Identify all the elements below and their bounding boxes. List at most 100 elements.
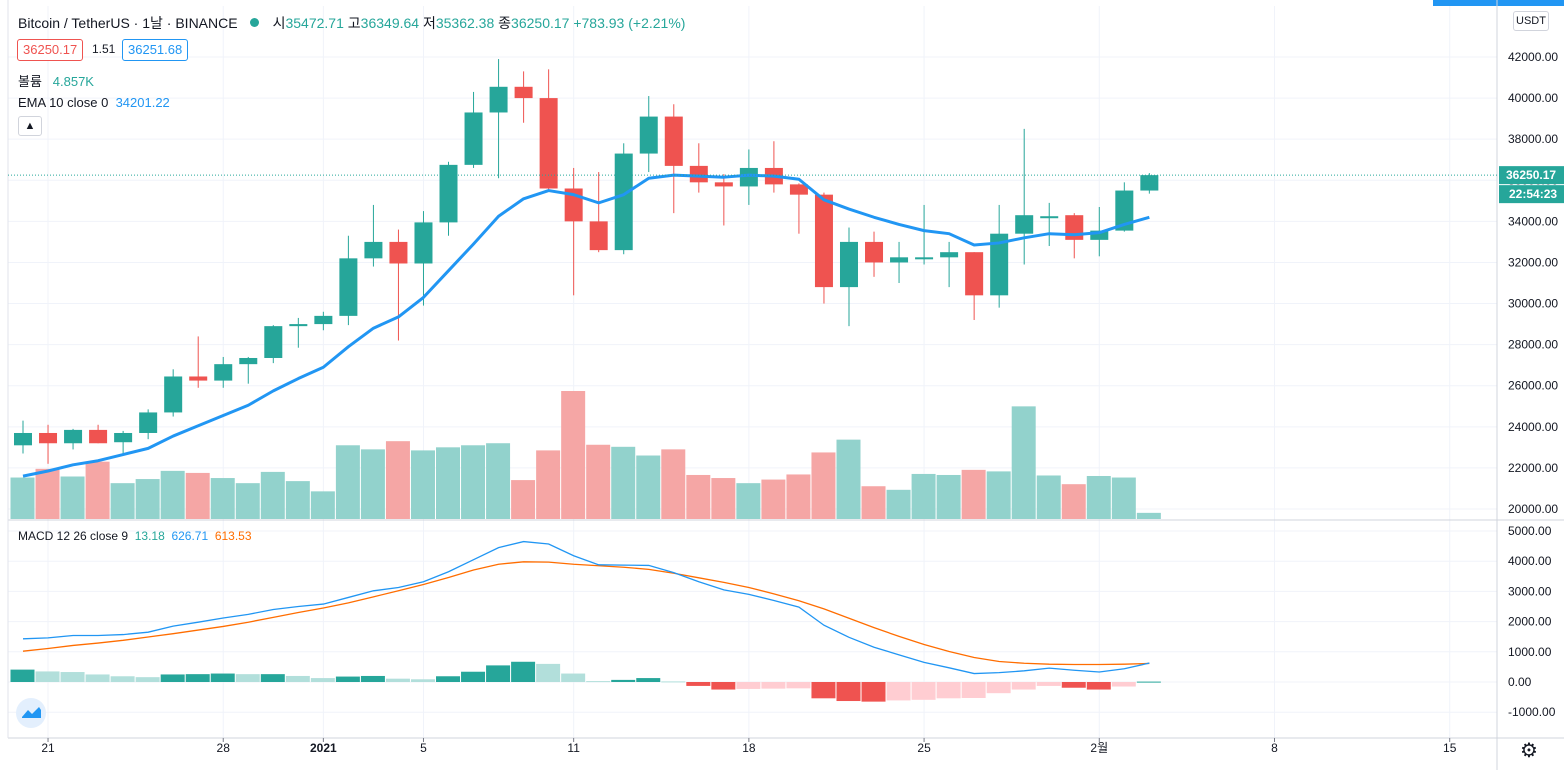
macd-histogram-bar	[410, 679, 435, 682]
candle-body	[689, 165, 708, 183]
price-tick-label: 30000.00	[1508, 297, 1558, 311]
candle-body	[539, 98, 558, 189]
market-status-icon	[249, 18, 259, 27]
macd-histogram-bar	[235, 674, 260, 682]
macd-histogram-bar	[911, 682, 936, 700]
macd-histogram-bar	[886, 682, 911, 701]
volume-bar	[861, 486, 886, 519]
macd-histogram-bar	[611, 679, 636, 682]
ema-line	[22, 173, 1150, 478]
macd-histogram-bar	[285, 675, 310, 682]
macd-histogram-bar	[210, 673, 235, 682]
candle-body	[514, 86, 533, 99]
candle-body	[389, 241, 408, 264]
tradingview-logo-icon[interactable]	[16, 698, 46, 728]
time-tick-label: 15	[1443, 741, 1457, 755]
ema-legend[interactable]: EMA 10 close 0 34201.22	[18, 95, 170, 110]
volume-bar	[85, 461, 110, 519]
countdown-tag-bg	[1499, 185, 1564, 204]
currency-button[interactable]: USDT	[1513, 11, 1549, 31]
macd-histogram-bar	[385, 678, 410, 682]
macd-histogram-bar	[836, 682, 861, 702]
volume-bar	[135, 479, 160, 519]
macd-histogram-bar	[636, 678, 661, 682]
volume-bar	[711, 478, 736, 519]
volume-bar	[636, 455, 661, 519]
candle-body	[489, 86, 508, 113]
price-tick-label: 42000.00	[1508, 50, 1558, 64]
symbol-title[interactable]: Bitcoin / TetherUS · 1날 · BINANCE	[18, 15, 238, 31]
candle-body	[965, 252, 984, 296]
candle-body	[915, 257, 934, 260]
candle-body	[589, 221, 608, 251]
time-tick-label: 2021	[310, 741, 337, 755]
macd-histogram-bar	[335, 676, 360, 682]
macd-histogram-bar	[1011, 682, 1036, 690]
candle-body	[890, 257, 909, 263]
candle-body	[139, 412, 158, 433]
volume-bar	[761, 479, 786, 519]
ema-label: EMA 10 close 0	[18, 95, 109, 110]
macd-line	[22, 540, 1150, 675]
ema-value: 34201.22	[115, 95, 170, 110]
candle-body	[1015, 215, 1034, 234]
volume-bar	[836, 439, 861, 519]
candle-body	[865, 241, 884, 263]
macd-histogram-bar	[561, 673, 586, 682]
candle-body	[14, 432, 32, 446]
chevron-up-icon: ▲	[24, 120, 36, 132]
candle-body	[239, 357, 258, 365]
candle-body	[739, 167, 758, 187]
macd-signal-line	[22, 561, 1150, 666]
countdown-tag: 22:54:23	[1509, 187, 1557, 201]
macd-tick-label: 2000.00	[1508, 615, 1552, 629]
macd-tick-label: -1000.00	[1508, 705, 1556, 719]
volume-value: 4.857K	[52, 74, 94, 89]
volume-bar	[235, 483, 260, 519]
volume-bar	[285, 481, 310, 519]
price-tick-label: 34000.00	[1508, 214, 1558, 228]
volume-bar	[260, 471, 285, 519]
volume-bar	[1111, 477, 1136, 519]
volume-bar	[436, 447, 461, 519]
macd-histogram-bar	[686, 682, 711, 686]
candle-body	[1040, 216, 1059, 219]
time-tick-label: 28	[217, 741, 231, 755]
time-tick-label: 5	[420, 741, 427, 755]
price-tick-label: 22000.00	[1508, 461, 1558, 475]
candle-body	[189, 376, 208, 381]
price-tick-label: 26000.00	[1508, 379, 1558, 393]
volume-bar	[385, 441, 410, 519]
macd-histogram-bar	[185, 674, 210, 682]
candle-body	[1140, 175, 1159, 191]
volume-bar	[661, 449, 686, 519]
candle-body	[339, 258, 358, 316]
buy-button[interactable]: 36251.68	[122, 39, 189, 61]
candle-body	[89, 429, 108, 444]
candle-body	[264, 326, 283, 358]
settings-gear-icon[interactable]: ⚙	[1520, 740, 1538, 762]
close-label: 종	[498, 15, 512, 31]
volume-bar	[811, 452, 836, 519]
macd-tick-label: 1000.00	[1508, 645, 1552, 659]
price-tick-label: 24000.00	[1508, 420, 1558, 434]
low-value: 35362.38	[435, 15, 495, 31]
volume-bar	[1136, 512, 1161, 519]
macd-line-value: 626.71	[171, 529, 209, 543]
macd-histogram-bar	[60, 672, 85, 682]
low-label: 저	[422, 15, 436, 31]
macd-histogram-bar	[986, 682, 1011, 694]
high-label: 고	[347, 15, 361, 31]
candle-body	[714, 182, 733, 187]
macd-legend[interactable]: MACD 12 26 close 9 13.18 626.71 613.53	[18, 529, 252, 543]
macd-histogram-bar	[35, 671, 60, 682]
volume-bar	[1061, 484, 1086, 519]
macd-histogram-bar	[85, 674, 110, 682]
volume-bar	[911, 473, 936, 519]
sell-button[interactable]: 36250.17	[17, 39, 84, 61]
collapse-legend-button[interactable]: ▲	[18, 116, 42, 136]
macd-histogram-bar	[1086, 682, 1111, 690]
volume-legend[interactable]: 볼륨 4.857K	[18, 71, 94, 90]
volume-bar	[360, 449, 385, 519]
